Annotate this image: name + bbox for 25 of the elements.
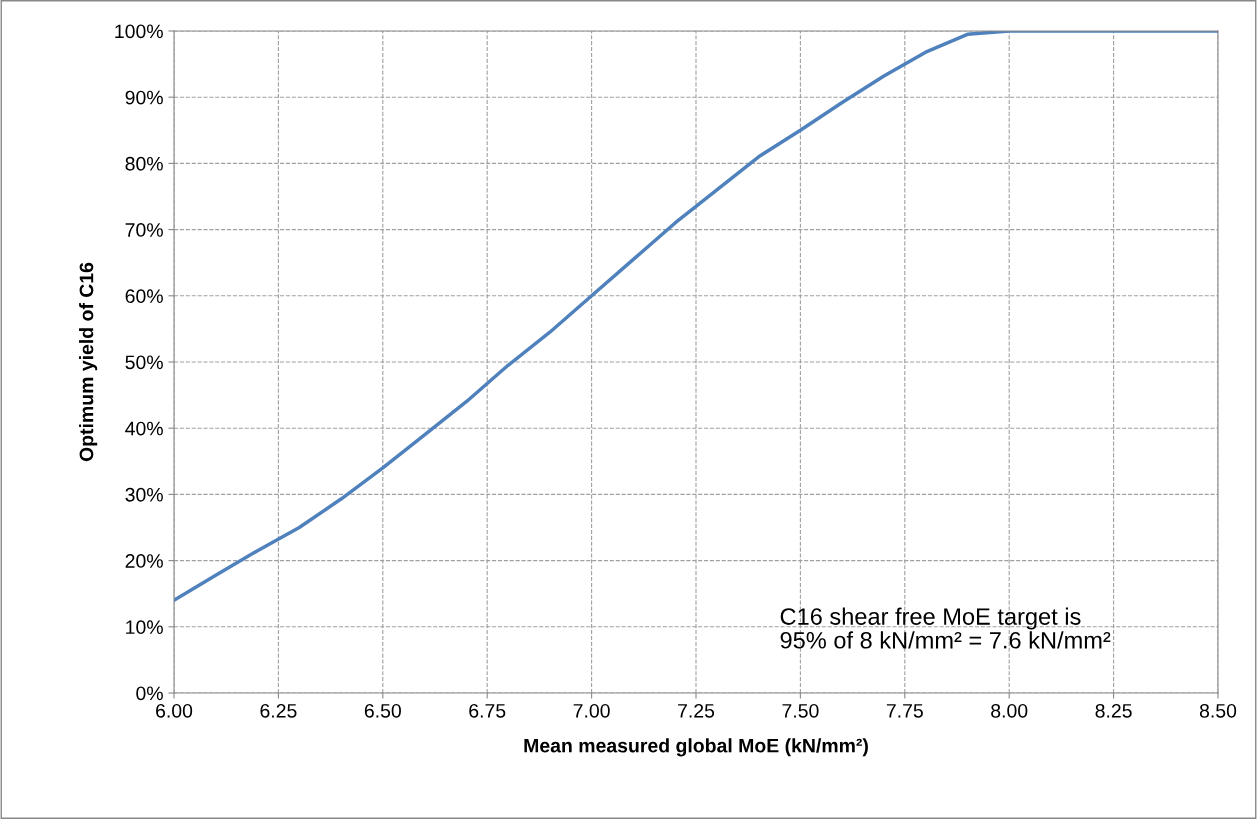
x-tick-label: 8.25	[1095, 703, 1132, 718]
x-tick-label: 6.00	[156, 703, 193, 718]
y-tick-label: 90%	[125, 90, 163, 105]
y-tick-label: 70%	[125, 223, 163, 237]
x-tick-label: 7.25	[678, 703, 715, 718]
x-tick-label: 7.50	[782, 703, 819, 718]
annotation: C16 shear free MoE target is 95% of 8 kN/mm² = 7.6 kN/mm²	[780, 607, 1111, 649]
x-tick-label: 8.50	[1199, 703, 1237, 718]
x-tick-label: 6.50	[364, 703, 401, 718]
x-axis-title: Mean measured global MoE (kN/mm²)	[524, 738, 868, 757]
x-tick-label: 7.75	[886, 704, 923, 718]
y-tick-label: 100%	[115, 24, 163, 39]
y-tick-label: 10%	[126, 620, 163, 635]
y-tick-label: 40%	[125, 421, 163, 436]
y-tick-label: 20%	[125, 554, 163, 568]
x-tick-label: 6.25	[260, 703, 297, 718]
y-tick-label: 80%	[125, 156, 163, 171]
y-tick-label: 50%	[125, 355, 163, 370]
x-tick-label: 7.00	[573, 703, 610, 718]
y-tick-label: 60%	[125, 289, 163, 304]
x-tick-label: 8.00	[991, 703, 1028, 718]
x-tick-label: 6.75	[469, 703, 506, 718]
y-axis-title: Optimum yield of C16	[79, 262, 98, 462]
y-tick-label: 30%	[125, 487, 163, 502]
y-tick-label: 0%	[136, 686, 163, 701]
